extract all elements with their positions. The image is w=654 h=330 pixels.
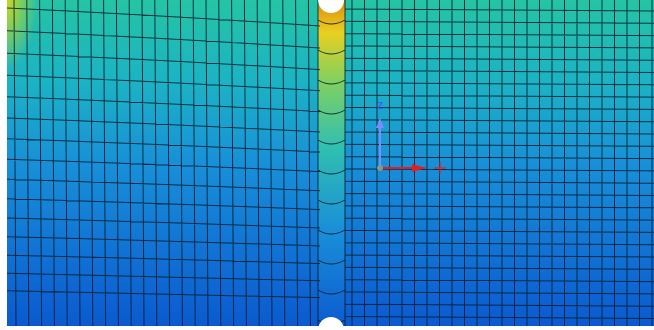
groove: [318, 0, 345, 326]
stress-hotspot: [7, 0, 37, 70]
origin: [377, 165, 383, 171]
axis-label: Z: [377, 101, 383, 112]
fea-viewport: Z: [0, 0, 654, 330]
